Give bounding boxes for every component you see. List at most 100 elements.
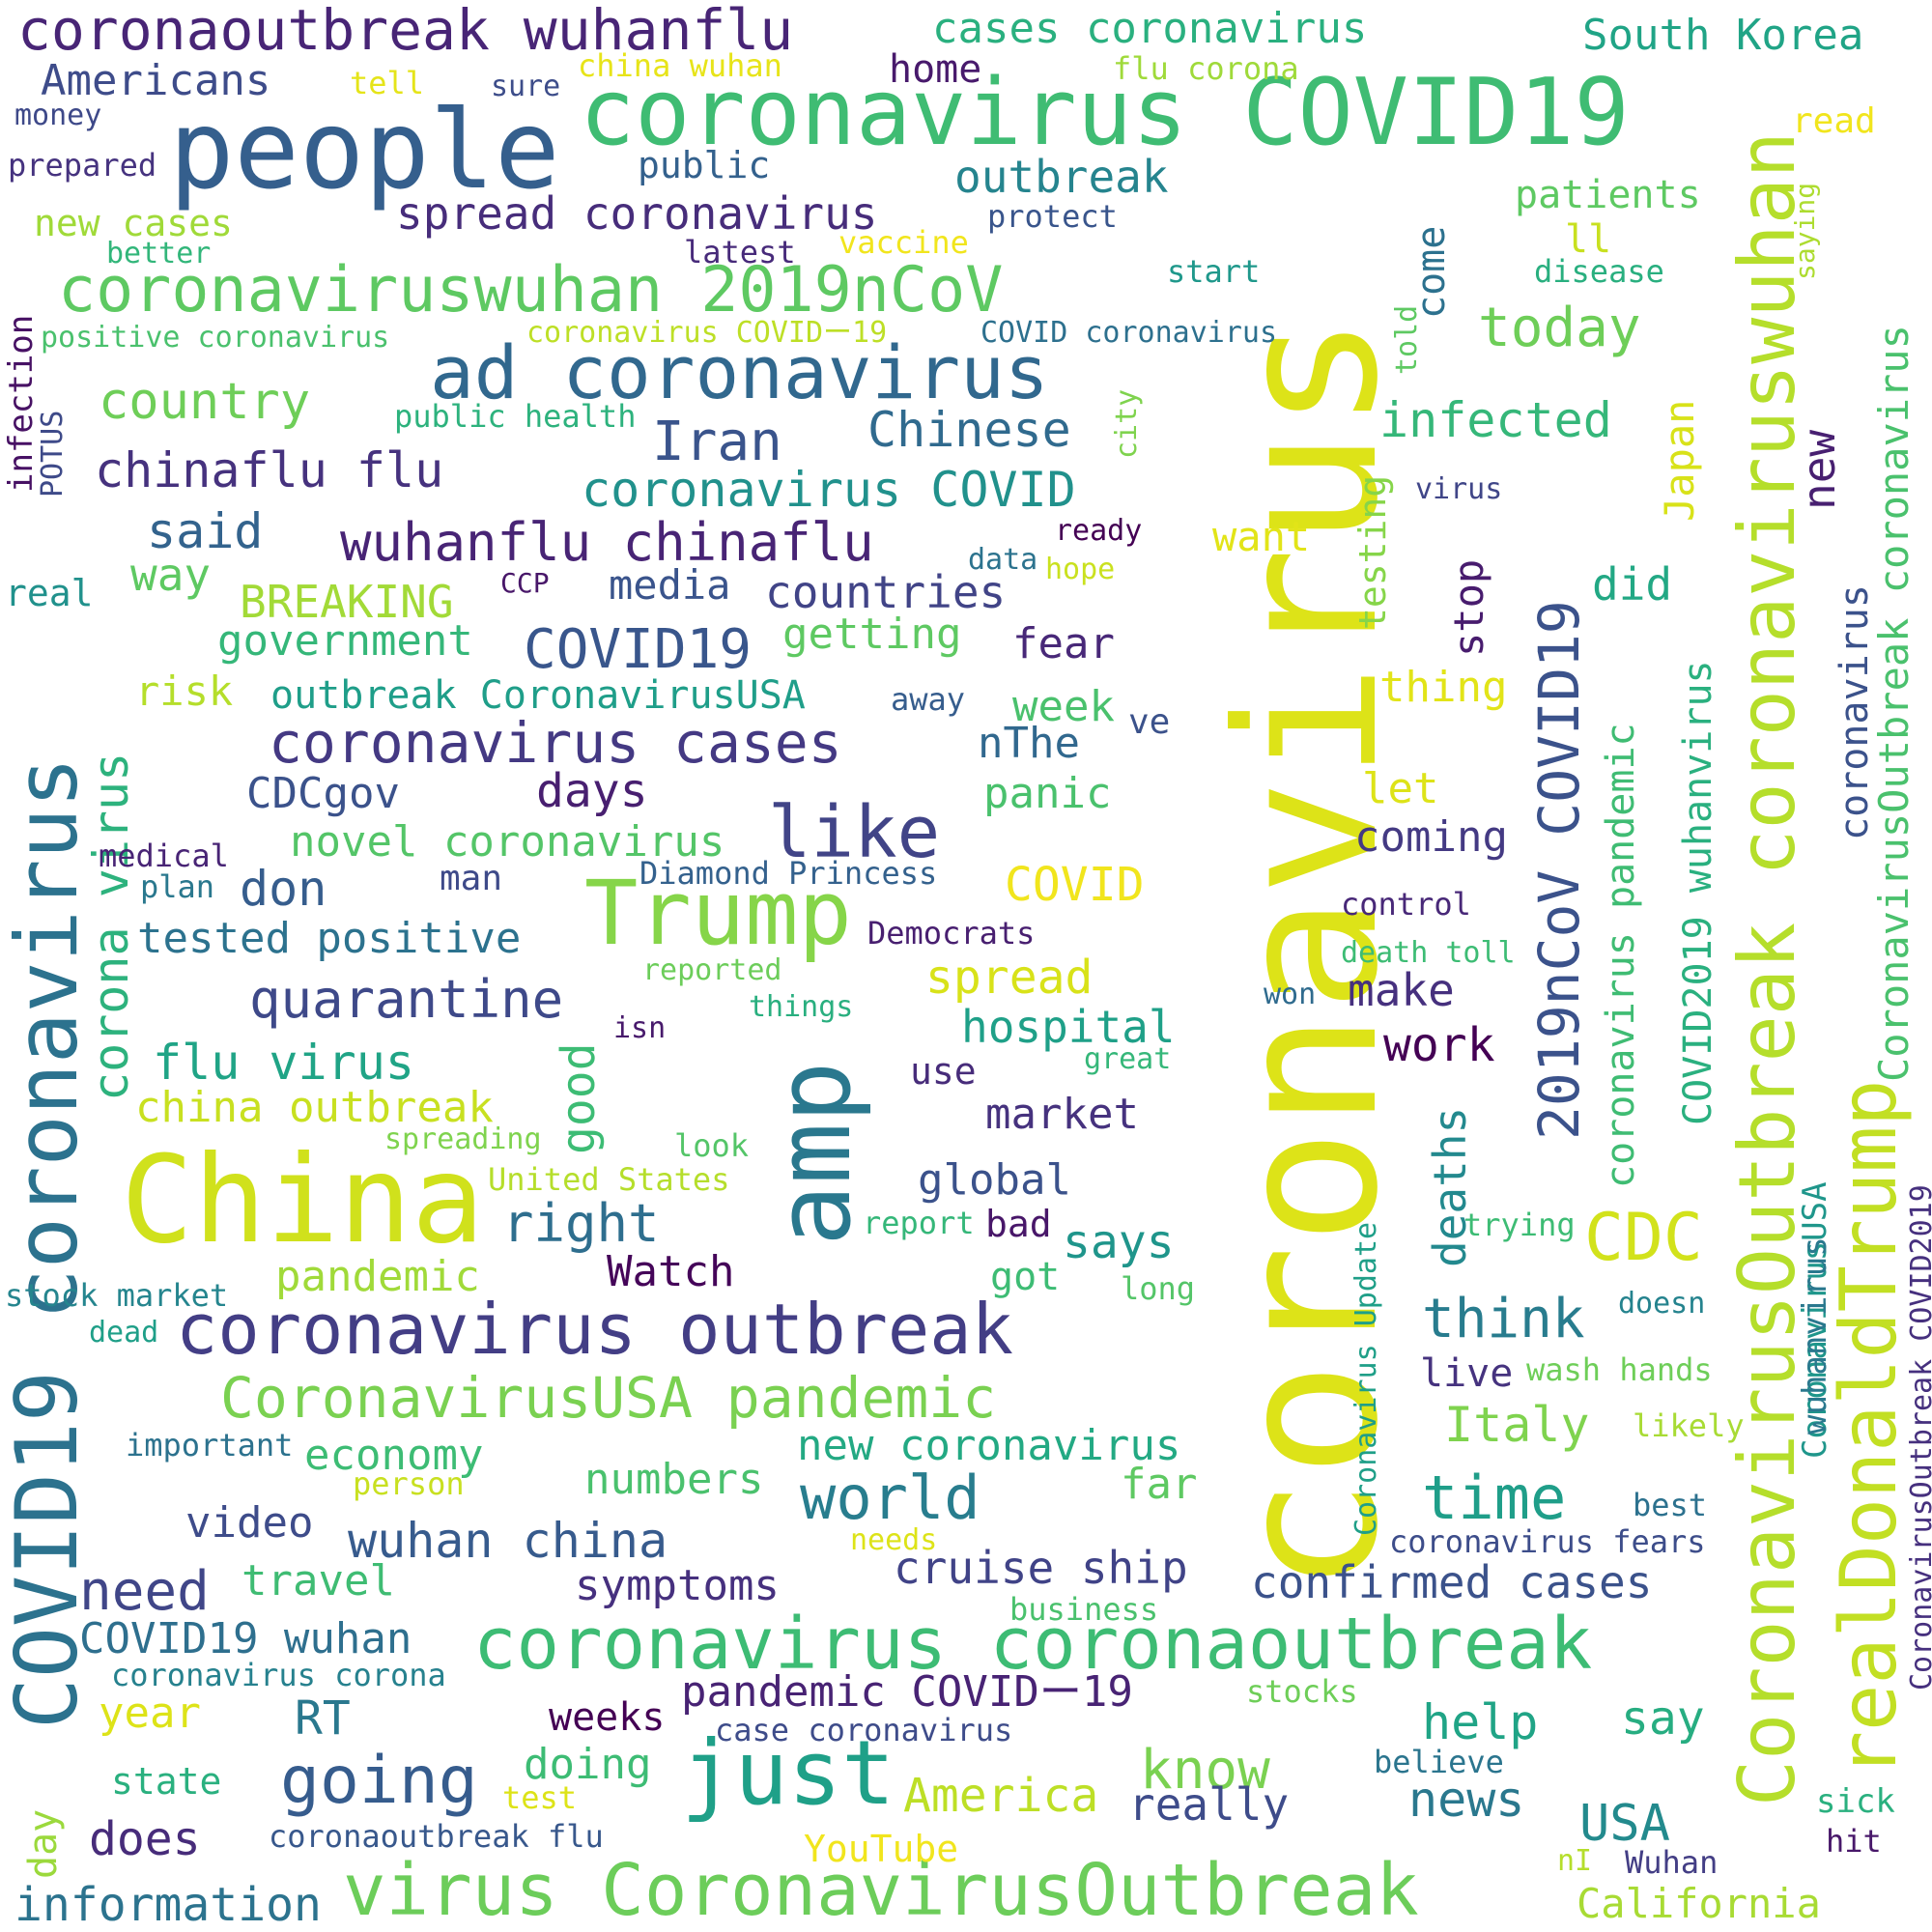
word: world [800,1463,980,1533]
word: did [1592,558,1673,611]
word: city [1110,388,1144,459]
word: 2019nCoV COVID19 [1526,600,1592,1140]
word: stocks [1246,1673,1358,1710]
word: coronavirus pandemic [1599,723,1643,1188]
word: important [126,1427,294,1463]
word: COVID19 coronavirus [0,756,97,1729]
word: cases coronavirus [932,4,1368,53]
word: China [121,1130,485,1270]
word: stock market [5,1277,229,1314]
word: make [1348,964,1455,1016]
word: new coronavirus [797,1421,1181,1470]
word: panic [983,769,1112,818]
word: start [1167,253,1261,290]
word: outbreak CoronavirusUSA [270,673,806,718]
word: latest [684,234,796,270]
word: doesn [1618,1287,1706,1321]
word: Diamond Princess [639,855,938,892]
word: medical [99,838,229,874]
word: says [1063,1215,1175,1269]
word: stop [1445,558,1492,657]
word: data [968,543,1038,577]
word: needs [850,1523,938,1557]
word: day [21,1808,66,1879]
word: Wuhan [1625,1844,1719,1881]
word: CoronavirusOutbreak coronavirus [1870,325,1918,1082]
word: trying [1463,1207,1576,1243]
word: man [440,859,503,898]
word: time [1422,1463,1567,1533]
word: government [217,616,473,666]
word: wuhan china [348,1513,668,1569]
word: public health [394,398,637,435]
word: fear [1012,619,1115,668]
word: cruise ship [894,1542,1188,1594]
word: tested positive [137,914,522,963]
word: quarantine [249,969,564,1030]
word: vaccine [838,224,969,261]
word: read [1792,101,1876,141]
word: patients [1515,173,1701,217]
word: travel [242,1556,395,1605]
word: outbreak [954,151,1169,203]
word: use [910,1050,977,1093]
word: bad [985,1203,1052,1245]
word: coronavirus coronaoutbreak [473,1603,1593,1686]
word: home [889,47,982,92]
word: good [552,1042,606,1154]
word: money [14,99,102,132]
word: virus CoronavirusOutbreak [343,1849,1419,1932]
word: report [863,1205,975,1241]
word: coronavirus COVIDー19 [526,316,888,350]
word: COVID [1005,858,1145,912]
word: live [1420,1351,1514,1396]
word: Coronavirus Update [1350,1221,1383,1536]
word: just [681,1721,895,1825]
word: test [502,1779,578,1816]
word: video [185,1498,314,1548]
word: coming [1354,812,1508,862]
word: believe [1374,1744,1504,1780]
word: symptoms [575,1561,780,1610]
word: virus [1415,472,1503,506]
word: information [14,1878,322,1932]
word: Americans [41,56,271,105]
word: today [1478,297,1641,359]
word: dead [89,1316,159,1350]
word: likely [1633,1407,1745,1444]
word: CCP [500,567,550,599]
word: doing [524,1740,652,1789]
word: year [99,1689,201,1738]
word: market [985,1090,1139,1139]
word: disease [1534,253,1664,290]
word: let [1362,764,1439,813]
word: hit [1826,1823,1882,1860]
word: nI [1557,1844,1593,1878]
word: say [1621,1691,1705,1746]
word: Watch [607,1247,735,1296]
word: want [1212,513,1311,560]
word: got [990,1255,1061,1299]
word: Italy [1444,1397,1590,1453]
word: infected [1379,392,1612,448]
word: wuhanvirus [1796,1236,1834,1435]
word: realDonaldTrump [1824,1079,1914,1777]
word: CoronavirusOutbreak coronaviruswuhan [1722,131,1812,1806]
word: told [1390,304,1424,375]
word: tell [350,65,425,101]
word: CDC [1584,1200,1703,1276]
word: global [918,1155,1071,1205]
word: hospital [961,1001,1176,1053]
word: pandemic [275,1252,480,1301]
word: protect [987,198,1118,235]
word: need [79,1560,210,1623]
word: people [169,88,560,213]
word: YouTube [804,1828,959,1870]
word: chinaflu flu [95,442,444,498]
word: reported [642,953,782,987]
word: coronavirus COVID19 [580,60,1630,166]
word: china outbreak [135,1083,494,1132]
word: flu virus [153,1035,414,1091]
word: thing [1379,663,1508,712]
